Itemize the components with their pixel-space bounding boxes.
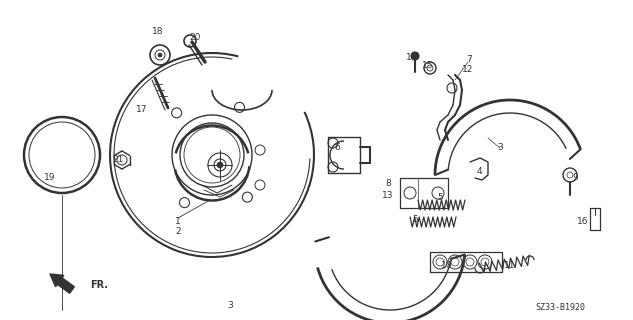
Circle shape <box>158 53 162 57</box>
Text: 5: 5 <box>412 215 418 225</box>
Text: 5: 5 <box>437 194 443 203</box>
Text: 6: 6 <box>334 143 340 153</box>
Text: 14: 14 <box>406 53 418 62</box>
Text: 3: 3 <box>497 143 503 153</box>
Text: SZ33-B1920: SZ33-B1920 <box>535 303 585 313</box>
Text: 11: 11 <box>505 261 516 270</box>
Text: 2: 2 <box>175 228 181 236</box>
Text: 9: 9 <box>572 173 578 182</box>
Text: 4: 4 <box>476 167 482 177</box>
Text: 3: 3 <box>227 300 233 309</box>
Text: 15: 15 <box>422 61 434 70</box>
Text: 8: 8 <box>385 180 391 188</box>
Text: FR.: FR. <box>90 280 108 290</box>
Text: 13: 13 <box>382 191 394 201</box>
Circle shape <box>411 52 419 60</box>
Text: 17: 17 <box>136 106 147 115</box>
Text: 20: 20 <box>189 34 201 43</box>
Circle shape <box>217 162 223 168</box>
Text: 19: 19 <box>44 173 56 182</box>
Text: 10: 10 <box>441 261 453 270</box>
Text: 18: 18 <box>153 28 164 36</box>
Text: 21: 21 <box>112 156 123 164</box>
FancyArrow shape <box>50 274 74 293</box>
Text: 16: 16 <box>577 218 589 227</box>
Text: 1: 1 <box>175 218 181 227</box>
Text: 12: 12 <box>462 66 473 75</box>
Text: 7: 7 <box>466 55 472 65</box>
